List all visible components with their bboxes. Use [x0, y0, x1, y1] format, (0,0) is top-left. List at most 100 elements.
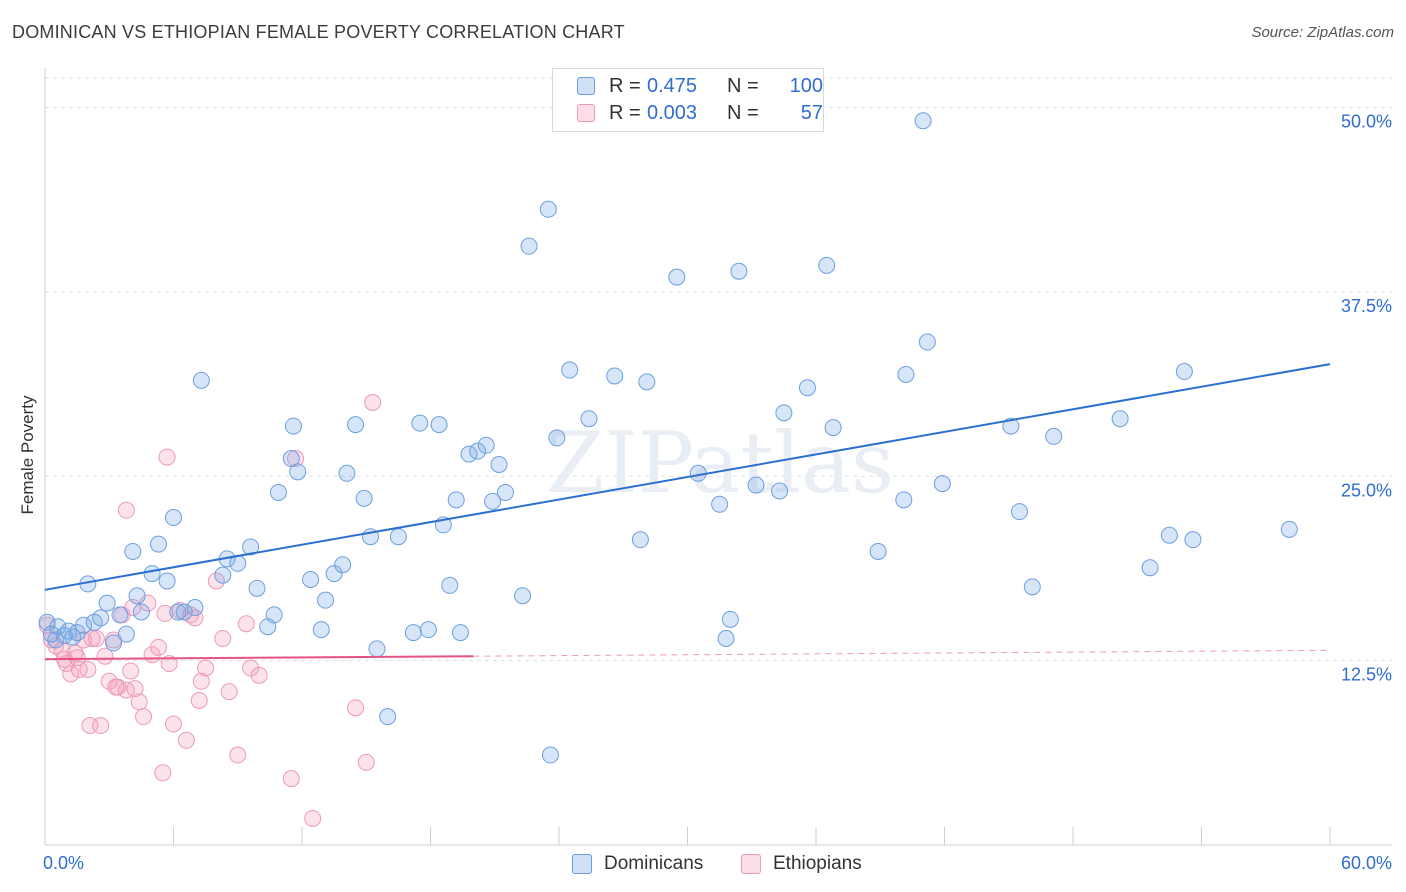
dominican-point [824, 419, 842, 437]
source-credit: Source: ZipAtlas.com [1251, 24, 1394, 41]
dominican-point [75, 616, 93, 634]
ethiopian-point [214, 630, 232, 647]
dominican-point [214, 566, 232, 584]
dominican-point [132, 603, 150, 621]
ethiopian-point [250, 666, 268, 684]
ethiopian-point [96, 647, 114, 665]
dominican-point [1045, 427, 1063, 445]
dominican-point [165, 509, 182, 527]
dominican-point [897, 365, 915, 383]
ethiopians-points [38, 394, 382, 827]
dominican-point [411, 414, 429, 432]
y-tick-label: 37.5% [1341, 296, 1392, 316]
dominican-point [730, 262, 748, 280]
r-value: 0.003 [647, 102, 698, 124]
dominican-point [368, 640, 386, 658]
ethiopian-point [165, 715, 182, 733]
ethiopian-point [197, 659, 215, 677]
dominican-point [580, 410, 598, 428]
dominican-point [1160, 526, 1178, 544]
dominican-point [302, 571, 320, 588]
ethiopian-point [177, 731, 195, 749]
dominican-point [325, 565, 343, 583]
dominican-point [638, 373, 656, 391]
ethiopian-point [122, 662, 140, 680]
ethiopian-point [190, 691, 208, 709]
ethiopian-point [229, 746, 247, 764]
ethiopian-point [160, 655, 178, 673]
dominican-point [514, 587, 532, 605]
y-tick-label: 12.5% [1341, 665, 1392, 685]
dominican-point [775, 404, 793, 422]
ethiopian-point [347, 699, 365, 717]
r-label: R = [609, 102, 641, 124]
dominican-point [1184, 531, 1202, 549]
dominican-point [175, 603, 193, 621]
axis-layer [44, 68, 1392, 846]
dominicans-points [38, 112, 1298, 764]
dominican-point [124, 542, 142, 560]
dominican-point [242, 538, 260, 556]
ethiopian-point [154, 764, 172, 782]
dominican-point [105, 634, 123, 652]
dominican-point [430, 416, 448, 434]
n-value: 100 [789, 75, 823, 97]
trend-layer [44, 363, 1331, 661]
dominican-point [496, 483, 514, 501]
dominican-point [1175, 363, 1193, 381]
dominican-point [98, 594, 116, 612]
dominican-point [451, 624, 469, 642]
dominican-point [1002, 417, 1020, 435]
ethiopian-point [100, 672, 118, 690]
dominican-point [289, 463, 307, 481]
dominican-point [469, 442, 487, 460]
dominican-point [561, 361, 579, 379]
ethiopian-point [117, 501, 135, 519]
y-tick-label: 50.0% [1341, 112, 1392, 132]
r-value: 0.475 [647, 75, 698, 97]
x-tick-label: 60.0% [1341, 853, 1392, 873]
ethiopian-point [117, 681, 135, 699]
dominican-point [117, 625, 135, 643]
dominican-point [914, 112, 932, 130]
ethiopian-point [130, 693, 148, 711]
dominican-point [798, 379, 816, 397]
dominican-point [606, 367, 624, 385]
ethiopian-point [126, 680, 144, 698]
dominican-point [711, 495, 729, 513]
dominicans-trend-line [44, 363, 1331, 591]
y-axis-label: Female Poverty [18, 395, 37, 515]
n-value: 57 [800, 102, 823, 124]
dominican-point [539, 200, 557, 218]
ethiopians-trend-extension [473, 649, 1331, 657]
dominican-point [404, 624, 422, 642]
dominican-point [92, 609, 110, 627]
ethiopian-point [158, 448, 176, 466]
dominican-point [317, 591, 335, 609]
dominican-point [111, 606, 129, 624]
ethiopian-point [364, 394, 382, 411]
dominican-point [771, 482, 789, 500]
r-label: R = [609, 75, 641, 97]
dominican-point [668, 268, 686, 286]
dominican-point [192, 371, 210, 389]
dominican-point [918, 333, 936, 351]
dominican-point [933, 475, 951, 493]
legend-label: Dominicans [604, 853, 704, 874]
dominican-point [389, 528, 407, 546]
dominican-point [347, 416, 365, 434]
dominican-point [520, 237, 538, 255]
ethiopians-swatch [741, 854, 761, 874]
ethiopian-point [237, 615, 255, 633]
ethiopian-point [92, 717, 110, 735]
ethiopian-point [207, 572, 225, 590]
dominican-point [477, 436, 495, 454]
n-label: N = [727, 75, 759, 97]
dominican-point [631, 531, 649, 549]
dominican-point [334, 556, 352, 574]
dominican-point [49, 618, 67, 636]
ethiopian-point [68, 649, 86, 667]
dominicans-swatch [577, 77, 595, 95]
dominican-point [338, 464, 356, 482]
